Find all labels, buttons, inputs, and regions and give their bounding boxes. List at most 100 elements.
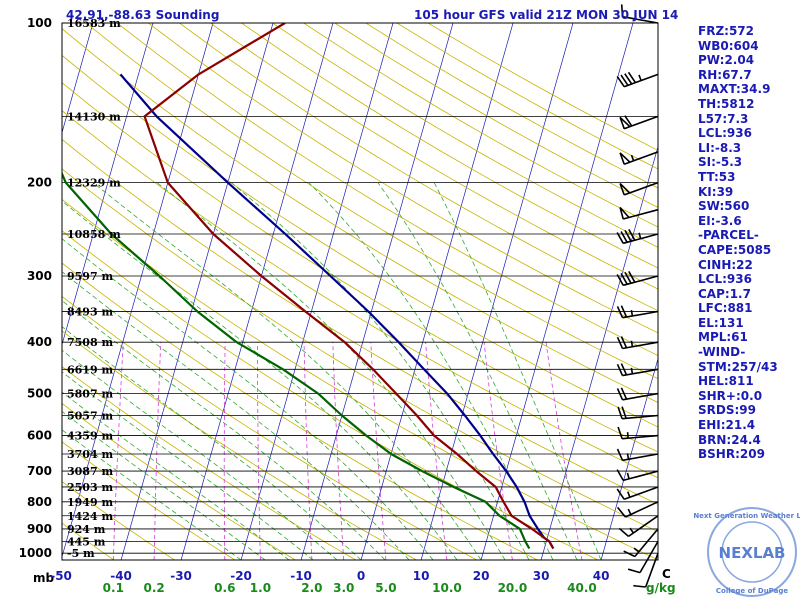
- wind-barb: [617, 406, 659, 420]
- wind-barb: [616, 271, 659, 287]
- isotherm-line: [540, 145, 658, 560]
- mixing-ratio-tick-label: 40.0: [567, 581, 597, 595]
- height-label: 9597 m: [67, 270, 113, 283]
- moist-adiabat: [92, 182, 482, 560]
- sounding-index-item: CAPE:5085: [698, 242, 772, 257]
- sounding-index-item: SHR+:0.0: [698, 388, 763, 403]
- wind-barb: [633, 552, 659, 588]
- dry-adiabat: [62, 28, 658, 403]
- temperature-tick-label: -30: [170, 569, 192, 583]
- sounding-index-item: MAXT:34.9: [698, 82, 771, 97]
- dry-adiabat: [62, 295, 478, 560]
- height-label: 8493 m: [67, 305, 113, 318]
- sounding-index-item: BRN:24.4: [698, 432, 761, 447]
- height-label: 924 m: [67, 523, 106, 536]
- wind-barb: [619, 206, 659, 220]
- sounding-index-item: -WIND-: [698, 345, 746, 360]
- isotherm-line: [360, 23, 514, 560]
- temperature-tick-label: -40: [110, 569, 132, 583]
- isotherm-line: [240, 23, 394, 560]
- sounding-index-item: -PARCEL-: [698, 228, 759, 243]
- height-label: 4359 m: [67, 430, 113, 443]
- wind-barb: [616, 501, 659, 518]
- isotherm-line: [0, 23, 33, 560]
- mixing-ratio-tick-label: 0.2: [144, 581, 165, 595]
- mixing-ratio-tick-label: 3.0: [333, 581, 354, 595]
- dry-adiabat: [62, 138, 658, 505]
- sounding-index-item: EL:131: [698, 315, 744, 330]
- wind-barb: [616, 305, 659, 319]
- height-label: 5807 m: [67, 388, 113, 401]
- height-label: 6619 m: [67, 363, 113, 376]
- moist-adiabat: [62, 238, 434, 560]
- sounding-index-item: KI:39: [698, 184, 734, 199]
- sounding-location-title: 42.91,-88.63 Sounding: [66, 8, 220, 22]
- isotherm-line: [420, 23, 574, 560]
- pressure-unit-label: mb: [33, 571, 55, 585]
- sounding-index-item: BSHR:209: [698, 447, 765, 462]
- mixing-ratio-tick-label: 2.0: [301, 581, 322, 595]
- sounding-index-item: CAP:1.7: [698, 286, 751, 301]
- dry-adiabat: [62, 82, 658, 453]
- wind-barb: [619, 115, 659, 130]
- wind-barb: [616, 448, 659, 462]
- dry-adiabat: [148, 23, 658, 334]
- pressure-tick-label: 800: [27, 495, 52, 509]
- temperature-trace: [143, 23, 555, 550]
- sounding-index-item: LFC:881: [698, 301, 753, 316]
- moist-adiabat: [433, 182, 602, 560]
- mixing-ratio-tick-label: 20.0: [498, 581, 528, 595]
- sounding-index-item: MPL:61: [698, 330, 748, 345]
- logo-outer-ring: [707, 507, 797, 597]
- wind-barb: [617, 426, 659, 440]
- mixing-ratio-tick-label: 1.0: [250, 581, 271, 595]
- sounding-index-item: SI:-5.3: [698, 155, 743, 170]
- height-label: 2503 m: [67, 481, 113, 494]
- height-label: 1949 m: [67, 496, 113, 509]
- wind-barb: [623, 528, 659, 558]
- wind-barb: [616, 363, 659, 377]
- mixing-ratio-tick-label: 10.0: [432, 581, 462, 595]
- wind-barb: [616, 229, 659, 245]
- isotherm-line: [300, 23, 454, 560]
- dry-adiabat: [62, 198, 658, 560]
- mixing-ratio-tick-label: 0.1: [103, 581, 124, 595]
- isotherm-line: [600, 357, 658, 560]
- temperature-tick-label: -20: [230, 569, 252, 583]
- dry-adiabat: [62, 402, 296, 560]
- dry-adiabat: [62, 330, 417, 560]
- pressure-tick-label: 400: [27, 335, 52, 349]
- temperature-tick-label: -50: [50, 569, 72, 583]
- dewpoint-trace: [62, 171, 531, 550]
- wind-barb: [616, 387, 659, 401]
- pressure-tick-label: 300: [27, 269, 52, 283]
- moist-adiabat: [62, 200, 458, 560]
- profile-traces: [62, 23, 555, 550]
- sounding-index-item: RH:67.7: [698, 67, 752, 82]
- moist-adiabat: [62, 349, 338, 560]
- dry-adiabat: [210, 23, 658, 290]
- dry-adiabat: [62, 110, 658, 479]
- dry-adiabat: [179, 23, 658, 312]
- moist-adiabat: [62, 429, 242, 560]
- sounding-index-item: SRDS:99: [698, 403, 756, 418]
- height-label: 7508 m: [67, 336, 113, 349]
- temperature-tick-label: 30: [533, 569, 550, 583]
- sounding-index-item: CINH:22: [698, 257, 753, 272]
- logo-inner-ring: [721, 521, 783, 583]
- dry-adiabat: [241, 23, 658, 269]
- dry-adiabat: [85, 23, 658, 380]
- wind-barb: [619, 181, 659, 196]
- height-label: 3704 m: [67, 448, 113, 461]
- dry-adiabat: [62, 168, 658, 533]
- mixing-ratio-tick-label: 5.0: [375, 581, 396, 595]
- height-label: 3087 m: [67, 465, 113, 478]
- moist-adiabat: [62, 391, 290, 560]
- temperature-tick-label: 20: [473, 569, 490, 583]
- temperature-tick-label: 10: [413, 569, 430, 583]
- pressure-tick-label: 1000: [19, 546, 52, 560]
- pressure-tick-label: 700: [27, 464, 52, 478]
- model-valid-time-title: 105 hour GFS valid 21Z MON 30 JUN 14: [414, 8, 679, 22]
- sounding-index-item: EHI:21.4: [698, 418, 756, 433]
